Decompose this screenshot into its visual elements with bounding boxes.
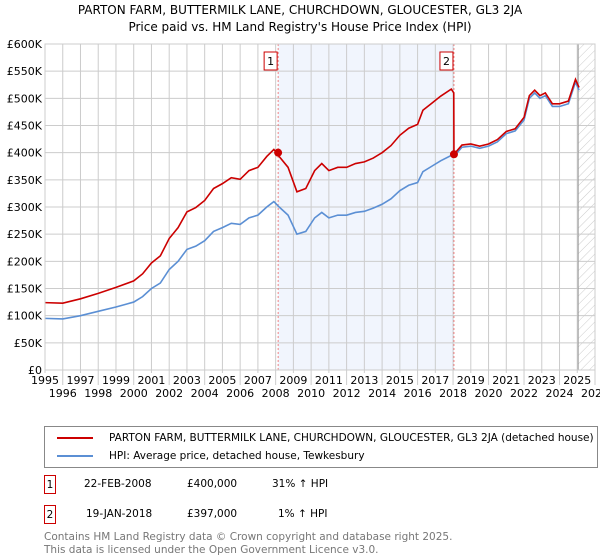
- sale-point: [274, 148, 283, 157]
- x-tick-label: 2026: [581, 387, 600, 400]
- legend-item-hpi: HPI: Average price, detached house, Tewk…: [57, 450, 365, 462]
- x-tick-label: 2021: [492, 374, 520, 387]
- y-tick-label: £500K: [7, 92, 43, 105]
- plot-frame: [44, 43, 596, 371]
- x-tick-label: 2019: [457, 374, 485, 387]
- legend-label-hpi: HPI: Average price, detached house, Tewk…: [109, 450, 365, 462]
- y-tick-label: £400K: [7, 147, 43, 160]
- x-tick-label: 2014: [368, 387, 396, 400]
- sale-flag-label: 2: [443, 55, 450, 68]
- x-tick-label: 2003: [173, 374, 201, 387]
- sale-flag-box: [439, 51, 454, 71]
- sale-row-1: 1 22-FEB-2008 £400,000 31% ↑ HPI: [44, 475, 444, 495]
- sale-point: [449, 150, 458, 159]
- sale-flag-box: [263, 51, 278, 71]
- x-tick-label: 2025: [563, 374, 591, 387]
- y-tick-label: £0: [28, 364, 42, 377]
- x-tick-label: 2000: [120, 387, 148, 400]
- y-tick-label: £350K: [7, 174, 43, 187]
- x-tick-label: 2008: [262, 387, 290, 400]
- x-tick-label: 1998: [84, 387, 112, 400]
- x-tick-label: 1999: [102, 374, 130, 387]
- x-tick-label: 2016: [404, 387, 432, 400]
- sale-flag-label: 1: [267, 55, 274, 68]
- legend-swatch-red: [57, 437, 93, 439]
- x-tick-label: 2022: [510, 387, 538, 400]
- x-tick-label: 2007: [244, 374, 272, 387]
- x-tick-label: 2011: [315, 374, 343, 387]
- x-tick-label: 2023: [528, 374, 556, 387]
- x-tick-label: 2013: [350, 374, 378, 387]
- sale-marker-1: 1: [44, 475, 56, 494]
- x-tick-label: 1995: [31, 374, 59, 387]
- x-tick-label: 2020: [475, 387, 503, 400]
- legend-swatch-blue: [57, 455, 93, 457]
- sale-price: £400,000: [187, 478, 238, 490]
- x-tick-label: 2015: [386, 374, 414, 387]
- x-tick-label: 2002: [155, 387, 183, 400]
- y-tick-label: £600K: [7, 38, 43, 51]
- x-tick-label: 2005: [208, 374, 236, 387]
- y-tick-label: £550K: [7, 65, 43, 78]
- x-tick-label: 2012: [333, 387, 361, 400]
- y-tick-label: £450K: [7, 120, 43, 133]
- price-chart: PARTON FARM, BUTTERMILK LANE, CHURCHDOWN…: [7, 3, 600, 400]
- legend-label-property: PARTON FARM, BUTTERMILK LANE, CHURCHDOWN…: [109, 432, 594, 444]
- x-tick-label: 2024: [546, 387, 574, 400]
- legend-item-property: PARTON FARM, BUTTERMILK LANE, CHURCHDOWN…: [57, 432, 594, 444]
- y-tick-label: £100K: [7, 310, 43, 323]
- x-tick-label: 2006: [226, 387, 254, 400]
- y-tick-label: £300K: [7, 201, 43, 214]
- series-line-hpi: [44, 79, 580, 320]
- sale-hpi: 31% ↑ HPI: [272, 478, 329, 490]
- y-tick-label: £50K: [14, 337, 43, 350]
- x-tick-label: 1997: [66, 374, 94, 387]
- x-tick-label: 2004: [191, 387, 219, 400]
- sale-marker-2: 2: [44, 505, 56, 524]
- sale-date: 19-JAN-2018: [86, 508, 153, 520]
- y-tick-label: £200K: [7, 255, 43, 268]
- series-line-property: [44, 77, 580, 304]
- x-tick-label: 2010: [297, 387, 325, 400]
- footer-line-1: Contains HM Land Registry data © Crown c…: [44, 531, 453, 543]
- y-tick-label: £250K: [7, 228, 43, 241]
- sale-price: £397,000: [187, 508, 238, 520]
- y-tick-label: £150K: [7, 283, 43, 296]
- x-tick-label: 2017: [421, 374, 449, 387]
- footer-line-2: This data is licensed under the Open Gov…: [44, 544, 379, 556]
- chart-subtitle: Price paid vs. HM Land Registry's House …: [128, 20, 471, 34]
- chart-title: PARTON FARM, BUTTERMILK LANE, CHURCHDOWN…: [78, 3, 523, 17]
- sale-date: 22-FEB-2008: [84, 478, 152, 490]
- sale-hpi: 1% ↑ HPI: [278, 508, 328, 520]
- x-tick-label: 1996: [49, 387, 77, 400]
- footer: Contains HM Land Registry data © Crown c…: [44, 531, 452, 557]
- sale-row-2: 2 19-JAN-2018 £397,000 1% ↑ HPI: [44, 505, 444, 525]
- x-tick-label: 2001: [137, 374, 165, 387]
- x-tick-label: 2018: [439, 387, 467, 400]
- x-tick-label: 2009: [279, 374, 307, 387]
- legend: PARTON FARM, BUTTERMILK LANE, CHURCHDOWN…: [44, 426, 598, 468]
